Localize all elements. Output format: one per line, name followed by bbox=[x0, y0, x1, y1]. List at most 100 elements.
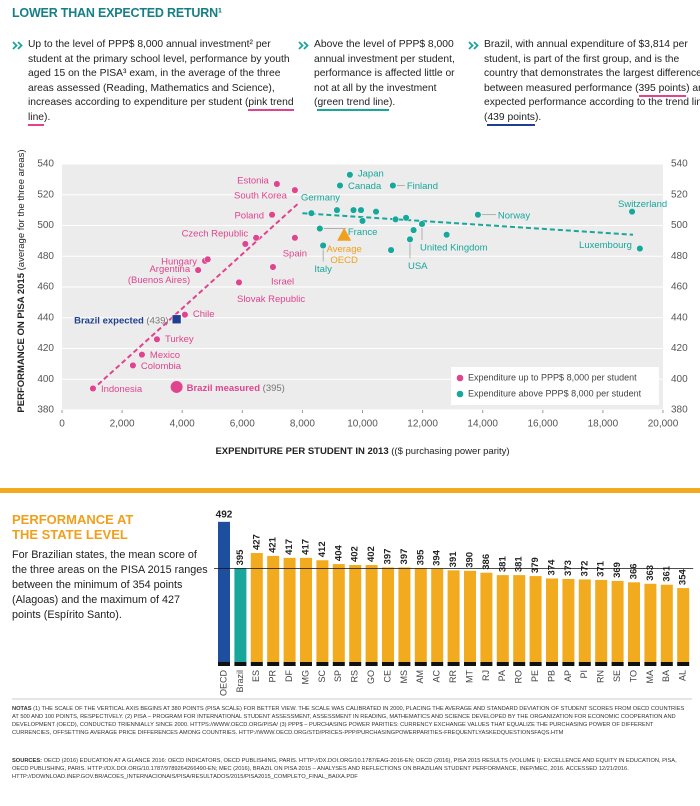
value-label: 390 bbox=[465, 552, 476, 568]
value-label: 395 bbox=[235, 549, 246, 566]
x-tick-label: 12,000 bbox=[407, 419, 438, 430]
category-label: SC bbox=[317, 670, 327, 683]
point-label: Finland bbox=[407, 181, 438, 192]
y-tick-label: 540 bbox=[37, 159, 54, 170]
category-label: GO bbox=[366, 670, 376, 684]
bar-base bbox=[267, 662, 280, 666]
value-label: 417 bbox=[301, 539, 312, 555]
point-label: Canada bbox=[348, 181, 382, 192]
sources: SOURCES: OECD (2016) EDUCATION AT A GLAN… bbox=[12, 757, 692, 781]
category-label: RS bbox=[350, 670, 360, 683]
point-label: Chile bbox=[193, 309, 215, 320]
annotation-name: Brazil measured bbox=[187, 382, 261, 393]
data-point bbox=[410, 226, 418, 234]
brazil-measured-label: Brazil measured (395) bbox=[187, 382, 285, 393]
point-label: Poland bbox=[234, 210, 264, 221]
y-tick-label: 380 bbox=[37, 405, 54, 416]
bar-base bbox=[578, 662, 591, 666]
bar bbox=[382, 567, 394, 662]
legend-label: Expenditure above PPP$ 8,000 per student bbox=[468, 388, 642, 398]
data-point bbox=[291, 234, 299, 242]
data-point bbox=[392, 215, 400, 223]
bar bbox=[234, 568, 247, 662]
notes: NOTAS (1) THE SCALE OF THE VERTICAL AXIS… bbox=[12, 705, 692, 737]
bullet-text: ). bbox=[534, 111, 542, 123]
category-label: RJ bbox=[481, 670, 491, 681]
bullet-chevron bbox=[12, 41, 23, 50]
point-label: Norway bbox=[498, 210, 530, 221]
notes-label: NOTAS bbox=[12, 706, 32, 712]
x-tick-label: 4,000 bbox=[170, 419, 195, 430]
brazil-expected-label: Brazil expected (439) bbox=[74, 315, 169, 326]
value-label: 395 bbox=[415, 549, 426, 566]
bar-base bbox=[332, 662, 345, 666]
data-point bbox=[358, 217, 367, 225]
x-tick-label: 20,000 bbox=[648, 419, 679, 430]
data-point bbox=[269, 263, 277, 271]
bar bbox=[431, 568, 444, 662]
bar-base bbox=[513, 662, 526, 666]
bar bbox=[349, 565, 362, 662]
bar bbox=[513, 575, 526, 662]
data-point bbox=[336, 181, 344, 190]
value-label: 379 bbox=[530, 557, 541, 573]
value-label: 397 bbox=[399, 549, 410, 565]
x-axis-title: EXPENDITURE PER STUDENT IN 2013 bbox=[215, 446, 388, 457]
y-tick-label: 500 bbox=[37, 220, 54, 231]
value-label: 417 bbox=[284, 539, 295, 555]
trend-line bbox=[302, 212, 634, 236]
category-label: PR bbox=[268, 670, 278, 683]
bar bbox=[365, 565, 378, 662]
bar-base bbox=[677, 662, 690, 666]
bar-title: PERFORMANCE AT THE STATE LEVEL bbox=[12, 512, 134, 542]
bar-base bbox=[250, 662, 263, 666]
underlined-text: 395 points bbox=[638, 82, 687, 97]
bar-base bbox=[546, 662, 558, 666]
annotation-value: (395) bbox=[260, 382, 285, 393]
bar bbox=[414, 568, 427, 662]
point-label: Israel bbox=[271, 277, 294, 288]
y-axis-note: (average for the three areas) bbox=[16, 149, 27, 273]
data-point bbox=[273, 180, 281, 188]
bar bbox=[250, 553, 263, 662]
bar bbox=[660, 584, 673, 662]
sources-label: SOURCES: bbox=[12, 758, 43, 764]
value-label: 366 bbox=[629, 563, 640, 579]
bar-base bbox=[234, 662, 247, 666]
bullet-text: ). bbox=[44, 111, 51, 123]
data-point bbox=[319, 241, 327, 250]
value-label: 386 bbox=[481, 554, 492, 570]
y-axis-title: PERFORMANCE ON PISA 2015 bbox=[16, 272, 27, 412]
point-label: Italy bbox=[314, 264, 332, 275]
underlined-text: pink trend line bbox=[28, 97, 294, 126]
point-label: Mexico bbox=[150, 350, 180, 361]
brazil-expected-marker bbox=[171, 314, 182, 325]
x-tick-label: 10,000 bbox=[347, 419, 378, 430]
bullet: Above the level of PPP$ 8,000 annual inv… bbox=[298, 38, 466, 112]
category-label: BA bbox=[661, 670, 671, 682]
value-label: 427 bbox=[251, 534, 262, 550]
bar-base bbox=[628, 662, 640, 666]
value-label: 397 bbox=[383, 549, 394, 565]
data-point bbox=[181, 311, 189, 319]
data-point bbox=[268, 211, 276, 219]
chevron-stroke bbox=[303, 41, 309, 50]
value-label: 421 bbox=[268, 536, 279, 553]
y-tick-label-right: 500 bbox=[671, 220, 688, 231]
data-point bbox=[316, 225, 324, 233]
point-label: Czech Republic bbox=[182, 228, 249, 239]
data-point bbox=[402, 214, 410, 222]
bullet-text: Brazil, with annual expenditure of $3,81… bbox=[484, 39, 700, 94]
y-tick-label-right: 440 bbox=[671, 312, 688, 323]
legend-box bbox=[451, 367, 659, 405]
point-label: France bbox=[348, 227, 378, 238]
data-point bbox=[349, 206, 358, 214]
category-label: MA bbox=[645, 670, 655, 684]
x-axis-label: EXPENDITURE PER STUDENT IN 2013 (($ purc… bbox=[215, 446, 509, 457]
point-label: Argentina (Buenos Aires) bbox=[127, 264, 191, 287]
chevron-stroke bbox=[473, 41, 479, 50]
bullet-text: ) and expected performance according to … bbox=[484, 82, 700, 123]
x-tick-label: 6,000 bbox=[230, 419, 255, 430]
page-title: LOWER THAN EXPECTED RETURN¹ bbox=[12, 6, 222, 20]
value-label: 394 bbox=[432, 549, 443, 566]
